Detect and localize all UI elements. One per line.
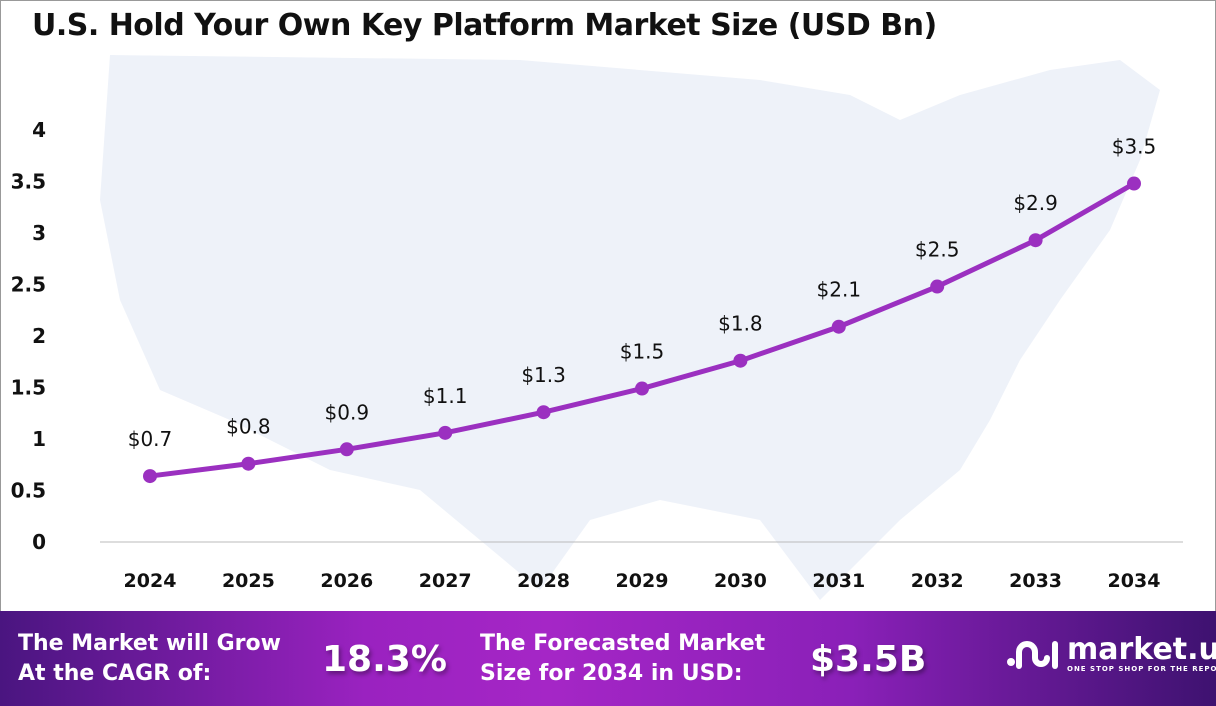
- forecast-label-line1: The Forecasted Market: [480, 631, 766, 656]
- market-us-logo: market.us ONE STOP SHOP FOR THE REPORTS: [1005, 635, 1216, 673]
- y-tick-label: 2.5: [11, 273, 46, 297]
- data-point: [143, 469, 157, 484]
- y-tick-label: 0.5: [11, 479, 46, 503]
- data-point: [831, 319, 846, 334]
- us-map-background: [100, 55, 1160, 600]
- forecast-value: $3.5B: [810, 639, 927, 680]
- x-tick-label: 2025: [222, 570, 275, 592]
- data-point: [438, 425, 453, 440]
- x-tick-label: 2027: [419, 570, 472, 592]
- y-tick-label: 3: [32, 221, 46, 245]
- y-tick-label: 0: [32, 530, 46, 554]
- data-point: [1028, 233, 1043, 248]
- y-tick-label: 3.5: [11, 170, 46, 194]
- x-tick-label: 2028: [517, 570, 570, 592]
- x-tick-label: 2026: [320, 570, 373, 592]
- x-tick-label: 2029: [616, 570, 669, 592]
- data-point: [1127, 176, 1141, 191]
- x-tick-label: 2030: [714, 570, 767, 592]
- logo-name: market.us: [1067, 632, 1216, 667]
- cagr-label: The Market will Grow At the CAGR of:: [18, 629, 281, 689]
- chart-title: U.S. Hold Your Own Key Platform Market S…: [32, 8, 937, 43]
- x-tick-label: 2024: [124, 570, 177, 592]
- line-chart: 0 0.5 1 1.5 2 2.5 3 3.5 4 2024 2025 2026 2027 2028 20…: [11, 55, 1183, 600]
- forecast-label: The Forecasted Market Size for 2034 in US…: [480, 629, 765, 689]
- data-label: $1.5: [620, 340, 665, 364]
- data-point: [733, 353, 748, 368]
- x-tick-label: 2033: [1009, 570, 1062, 592]
- data-label: $0.8: [226, 415, 271, 439]
- data-label: $2.9: [1013, 191, 1058, 215]
- data-label: $1.8: [718, 312, 763, 336]
- x-tick-label: 2032: [911, 570, 964, 592]
- x-tick-label: 2031: [812, 570, 865, 592]
- cagr-label-line2: At the CAGR of:: [18, 661, 212, 686]
- y-tick-label: 2: [32, 324, 46, 348]
- y-tick-label: 4: [32, 118, 46, 142]
- x-tick-label: 2034: [1108, 570, 1161, 592]
- data-point: [635, 381, 649, 396]
- cagr-label-line1: The Market will Grow: [18, 631, 281, 656]
- forecast-label-line2: Size for 2034 in USD:: [480, 661, 743, 686]
- data-label: $1.3: [521, 363, 566, 387]
- data-label: $2.5: [915, 238, 960, 262]
- data-label: $1.1: [423, 384, 468, 408]
- data-label: $0.9: [325, 400, 370, 424]
- footer-banner: The Market will Grow At the CAGR of: 18.3…: [0, 611, 1216, 706]
- data-point: [930, 279, 945, 294]
- y-tick-label: 1: [32, 427, 46, 451]
- logo-icon: [1007, 641, 1058, 669]
- y-tick-label: 1.5: [11, 376, 46, 400]
- data-point: [536, 405, 551, 420]
- cagr-value: 18.3%: [322, 639, 447, 680]
- data-point: [339, 442, 354, 457]
- data-label: $2.1: [817, 278, 862, 302]
- data-label: $3.5: [1112, 135, 1157, 159]
- data-point: [241, 456, 256, 471]
- data-label: $0.7: [128, 427, 173, 451]
- logo-tagline: ONE STOP SHOP FOR THE REPORTS: [1067, 665, 1216, 673]
